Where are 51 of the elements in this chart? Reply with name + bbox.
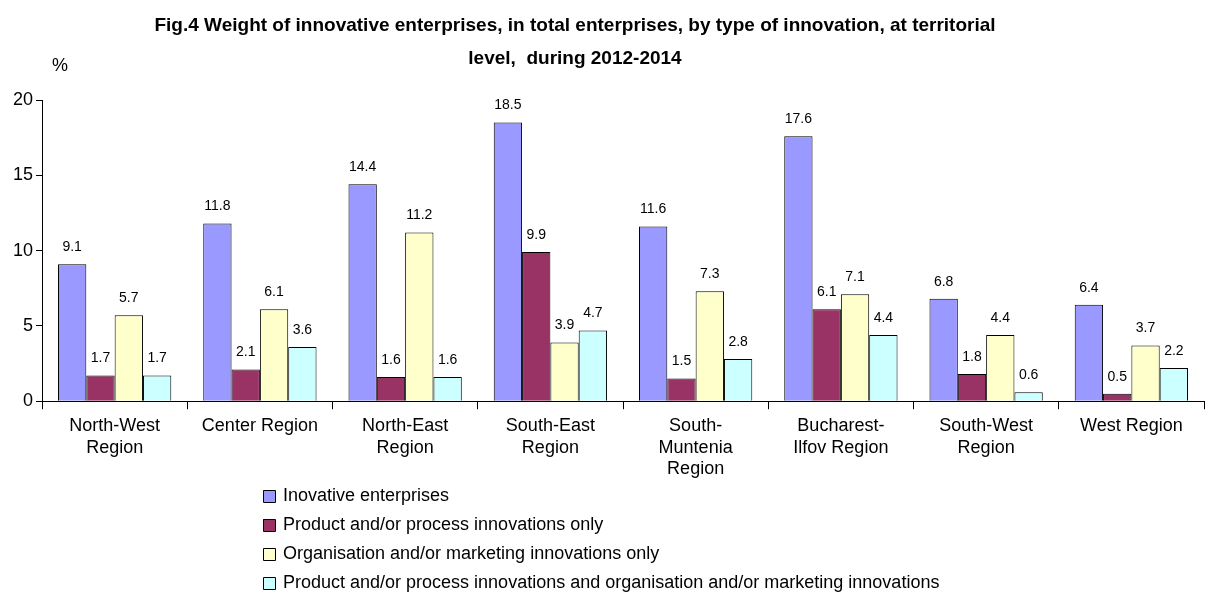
y-tick-label: 5 [23, 314, 34, 335]
data-label: 6.4 [1079, 278, 1099, 295]
data-label: 1.8 [962, 347, 982, 364]
y-tick-label: 20 [12, 88, 34, 109]
data-label: 0.6 [1018, 366, 1039, 383]
data-label: 11.6 [640, 200, 667, 217]
legend-label: Organisation and/or marketing innovations only [283, 542, 660, 563]
data-label: 3.7 [1135, 319, 1156, 336]
x-tick-label: South-West Region [939, 414, 1033, 457]
data-label: 7.1 [845, 268, 865, 285]
data-label: 4.4 [990, 308, 1011, 325]
data-label: 3.6 [292, 320, 313, 337]
data-label: 11.8 [204, 197, 231, 214]
data-label: 5.7 [119, 289, 139, 306]
data-label: 1.7 [90, 349, 111, 366]
data-label: 1.6 [437, 350, 458, 367]
data-label: 1.7 [147, 349, 168, 366]
data-label: 9.9 [526, 225, 547, 242]
data-label: 2.1 [236, 343, 256, 360]
x-tick-label: West Region [1080, 414, 1183, 435]
data-label: 2.8 [728, 332, 749, 349]
data-label: 7.3 [700, 265, 720, 282]
data-label: 1.5 [671, 352, 692, 369]
x-tick-label: North-East Region [362, 414, 449, 457]
legend-label: Product and/or process innovations and organisation and/or marketing innovations [283, 571, 940, 592]
data-label: 6.1 [816, 283, 837, 300]
legend-label: Product and/or process innovations only [283, 513, 604, 534]
data-label: 3.9 [554, 316, 575, 333]
y-tick-label: 0 [23, 390, 34, 411]
data-label: 6.1 [264, 283, 284, 300]
chart-title: Fig.4 Weight of innovative enterprises, in total enterprises, by type of innovation, at territorial level, during 2012-2014 [154, 14, 996, 69]
data-label: 9.1 [62, 238, 83, 255]
x-tick-label: North-West Region [69, 414, 160, 457]
data-label: 11.2 [406, 206, 433, 223]
x-tick-label: Center Region [201, 414, 318, 435]
legend-label: Inovative enterprises [283, 484, 450, 505]
x-tick-label: South-Muntenia Region [658, 414, 734, 479]
y-tick-label: 10 [12, 239, 34, 260]
data-label: 2.2 [1164, 341, 1184, 358]
data-label: 18.5 [494, 96, 522, 113]
data-label: 14.4 [349, 158, 377, 175]
x-tick-label: Bucharest-Ilfov Region [793, 414, 889, 457]
data-label: 0.5 [1107, 367, 1128, 384]
x-tick-label: South-East Region [505, 414, 595, 457]
data-label: 4.4 [873, 308, 894, 325]
data-label: 17.6 [784, 110, 813, 126]
data-label: 4.7 [583, 304, 603, 321]
data-label: 6.8 [933, 272, 954, 289]
y-axis-title: % [51, 54, 69, 75]
y-tick-label: 15 [12, 164, 34, 185]
data-label: 1.6 [381, 350, 401, 367]
